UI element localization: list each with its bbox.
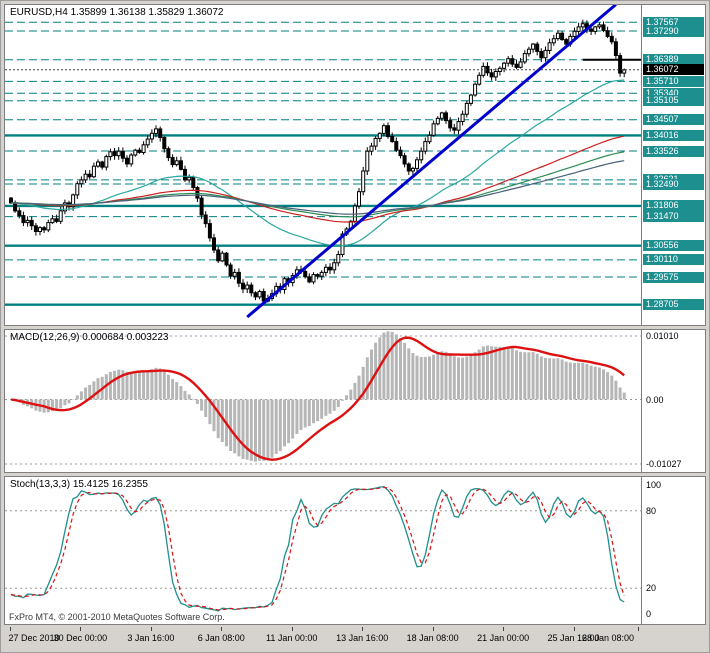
time-axis-tick — [80, 627, 82, 631]
price-level-label: 1.35340 — [643, 87, 704, 99]
price-level-label: 1.37290 — [643, 25, 704, 37]
macd-signal-line — [10, 336, 625, 461]
stochastic-chart[interactable] — [5, 477, 641, 624]
moving-average-144[interactable] — [10, 135, 625, 223]
price-level-label: 1.29575 — [643, 271, 704, 283]
macd-chart[interactable] — [5, 330, 641, 472]
main-chart-panel[interactable]: 1.37567 1.37290 1.36389 1.36072 1.35710 1.353… — [4, 4, 706, 326]
current-price-label: 1.36072 — [643, 64, 704, 76]
time-axis-tick — [573, 627, 575, 631]
price-level-label: 1.33526 — [643, 145, 704, 157]
price-level-label: 1.28705 — [643, 299, 704, 311]
price-level-label: 1.37567 — [643, 16, 704, 28]
time-axis-tick — [503, 627, 505, 631]
stochastic-axis-label: 80 — [646, 505, 657, 516]
macd-axis-label: 0.00 — [646, 394, 664, 405]
time-axis-label: 21 Jan 00:00 — [477, 633, 530, 643]
candlestick-chart[interactable] — [5, 5, 641, 325]
price-level-label: 1.35105 — [643, 95, 704, 107]
time-axis[interactable]: 27 Dec 2010 30 Dec 00:00 3 Jan 16:00 6 Jan … — [4, 627, 706, 649]
moving-average-250[interactable] — [11, 160, 625, 215]
time-axis-label: 3 Jan 16:00 — [127, 633, 175, 643]
time-axis-tick — [291, 627, 293, 631]
chart-title: EURUSD,H4 1.35899 1.36138 1.35829 1.3607… — [10, 7, 224, 18]
time-axis-label: 11 Jan 00:00 — [265, 633, 318, 643]
time-axis-label: 13 Jan 16:00 — [336, 633, 389, 643]
price-level-label: 1.30556 — [643, 240, 704, 252]
macd-axis-label: 0.01010 — [646, 331, 679, 341]
time-axis-tick — [221, 627, 223, 631]
time-axis-tick — [362, 627, 364, 631]
stochastic-axis-label: 0 — [646, 609, 652, 619]
stochastic-k-line — [10, 486, 625, 612]
time-axis-label: 18 Jan 08:00 — [406, 633, 459, 643]
time-axis-tick — [10, 627, 11, 631]
time-axis-label: 27 Dec 2010 — [8, 633, 60, 643]
stochastic-axis-label: 20 — [646, 583, 657, 594]
stochastic-d-line — [10, 486, 625, 611]
stochastic-axis[interactable]: 100 80 20 0 — [641, 477, 705, 624]
macd-histogram — [13, 331, 626, 462]
stochastic-axis-label: 100 — [646, 480, 662, 490]
price-level-label: 1.32490 — [643, 178, 704, 190]
time-axis-label: 30 Dec 00:00 — [53, 633, 108, 643]
copyright-text: FxPro MT4, © 2001-2010 MetaQuotes Softwa… — [9, 612, 225, 622]
macd-axis-label: -0.01027 — [646, 459, 682, 469]
price-level-label: 1.31470 — [643, 211, 704, 223]
stochastic-panel[interactable]: 100 80 20 0 Stoch(13,3,3) 15.4125 16.2355 F… — [4, 476, 706, 625]
support-resistance-lines[interactable] — [5, 21, 641, 306]
price-level-label: 1.30110 — [643, 254, 704, 266]
uptrend-line[interactable] — [246, 5, 617, 319]
price-level-label: 1.36389 — [643, 54, 704, 66]
time-axis-tick — [150, 627, 152, 631]
macd-panel[interactable]: 0.01010 0.00 -0.01027 MACD(12,26,9) 0.0006… — [4, 329, 706, 473]
macd-title: MACD(12,26,9) 0.000684 0.003223 — [10, 332, 169, 343]
time-axis-tick — [432, 627, 434, 631]
price-level-label: 1.31806 — [643, 200, 704, 212]
macd-axis[interactable]: 0.01010 0.00 -0.01027 — [641, 330, 705, 472]
price-axis[interactable]: 1.37567 1.37290 1.36389 1.36072 1.35710 1.353… — [641, 5, 705, 325]
time-axis-label: 25 Jan 16:00 — [547, 633, 600, 643]
price-level-label: 1.34016 — [643, 129, 704, 141]
time-axis-tick — [638, 627, 639, 631]
stochastic-title: Stoch(13,3,3) 15.4125 16.2355 — [10, 479, 148, 490]
time-axis-label: 28 Jan 08:00 — [581, 633, 635, 643]
time-axis-label: 6 Jan 08:00 — [197, 633, 245, 643]
price-level-label: 1.34507 — [643, 114, 704, 126]
moving-average-55[interactable] — [10, 79, 625, 247]
price-level-label: 1.35710 — [643, 75, 704, 87]
